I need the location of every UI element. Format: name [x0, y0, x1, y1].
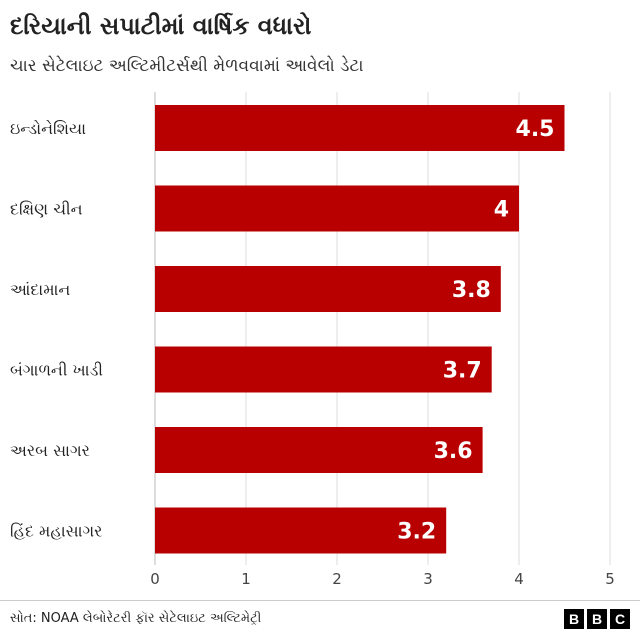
data-label: 3.2 [397, 520, 436, 545]
bbc-logo: B B C [564, 609, 630, 629]
category-label: હિંદ મહાસાગર [10, 522, 102, 541]
bbc-logo-letter: B [564, 609, 584, 629]
bar [155, 507, 447, 554]
x-tick-label: 3 [423, 570, 433, 588]
footer-divider [0, 600, 640, 601]
bar [155, 346, 492, 393]
category-label: બંગાળની ખાડી [10, 361, 103, 380]
source-note: સોત: NOAA લેબોરેટરી ફૉર સેટેલાઇટ અલ્ટિમે… [10, 611, 262, 626]
x-tick-label: 1 [241, 570, 251, 588]
bbc-logo-letter: C [610, 609, 630, 629]
x-tick-label: 0 [150, 570, 160, 588]
bar [155, 266, 501, 312]
x-tick-label: 4 [514, 570, 524, 588]
category-label: અરબ સાગર [10, 441, 90, 460]
chart-title: દરિયાની સપાટીમાં વાર્ષિક વધારો [10, 12, 312, 40]
category-label: ઇન્ડોનેશિયા [10, 119, 86, 138]
chart-subtitle: ચાર સેટેલાઇટ અલ્ટિમીટર્સથી મેળવવામાં આવે… [10, 56, 364, 76]
bar [155, 185, 519, 232]
bar [155, 105, 565, 151]
x-tick-label: 2 [332, 570, 342, 588]
bar [155, 427, 483, 473]
data-label: 3.7 [443, 359, 482, 384]
bbc-logo-letter: B [587, 609, 607, 629]
data-label: 3.6 [434, 439, 473, 464]
x-tick-label: 5 [605, 570, 615, 588]
data-label: 3.8 [452, 278, 491, 303]
category-label: દક્ષિણ ચીન [10, 200, 83, 219]
data-label: 4.5 [516, 117, 555, 142]
bar-chart: 0 1 2 3 4 5 ઇન્ડોનેશિયા 4.5 દક્ષિણ ચીન 4 આંદામાન 3.… [10, 92, 615, 588]
category-label: આંદામાન [10, 280, 70, 299]
data-label: 4 [494, 198, 509, 223]
